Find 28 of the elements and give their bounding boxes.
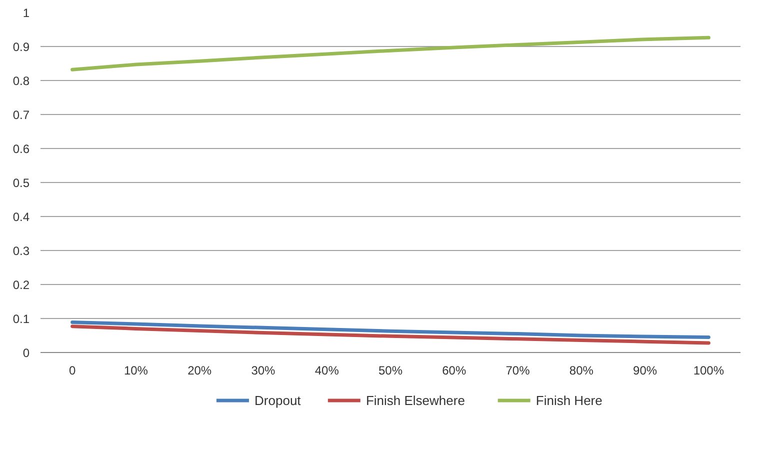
x-tick-label: 20% (188, 364, 212, 378)
x-tick-label: 100% (693, 364, 724, 378)
x-tick-label: 70% (506, 364, 530, 378)
y-tick-label: 0.6 (12, 142, 30, 156)
x-tick-label: 50% (378, 364, 403, 378)
line-series (70, 324, 710, 345)
x-tick-label: 60% (442, 364, 466, 378)
x-tick-label: 10% (124, 364, 148, 378)
x-tick-label: 0 (68, 364, 76, 378)
y-tick-label: 0 (22, 346, 30, 360)
x-tick-label: 40% (314, 364, 340, 378)
y-tick-label: 0.9 (12, 40, 30, 54)
y-tick-label: 0.2 (12, 278, 30, 292)
x-tick-label: 90% (633, 364, 658, 378)
legend-label: Dropout (254, 393, 302, 408)
y-tick-label: 0.4 (12, 210, 30, 224)
y-tick-label: 0.3 (12, 244, 30, 258)
x-tick-label: 80% (569, 364, 594, 378)
y-tick-label: 0.7 (12, 108, 30, 122)
y-tick-label: 0.1 (12, 312, 30, 326)
legend-label: Finish Here (536, 393, 602, 408)
line-series (70, 36, 710, 72)
legend-label: Finish Elsewhere (366, 393, 465, 408)
line-series (70, 320, 710, 339)
y-tick-label: 0.5 (12, 176, 30, 190)
x-tick-label: 30% (251, 364, 276, 378)
y-tick-label: 0.8 (12, 74, 30, 88)
y-tick-label: 1 (22, 6, 30, 20)
